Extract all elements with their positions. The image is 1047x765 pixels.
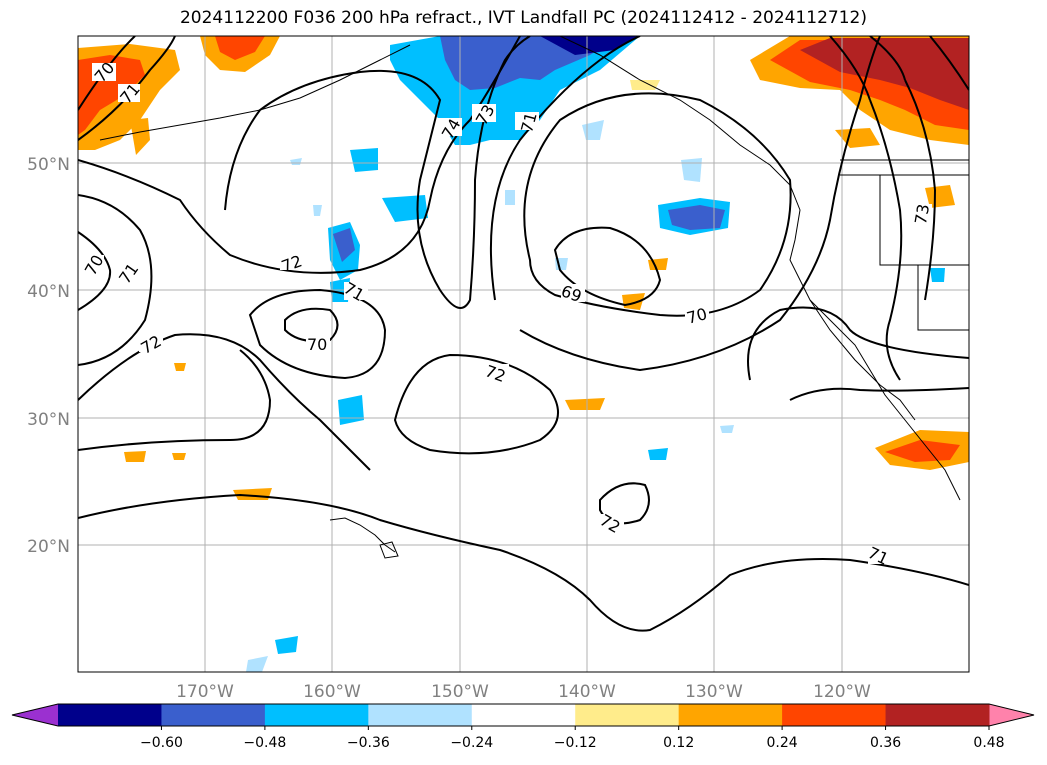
colorbar-segment bbox=[161, 704, 266, 726]
colorbar-segment bbox=[58, 704, 162, 726]
colorbar: −0.60 −0.48 −0.36 −0.24 −0.12 0.12 0.24 0.36 0.4… bbox=[11, 703, 1035, 751]
contour-label: 70 bbox=[307, 335, 327, 354]
colorbar-segment bbox=[782, 704, 887, 726]
map-frame bbox=[77, 35, 970, 673]
colorbar-segment bbox=[575, 704, 680, 726]
lon-label-140w: 140°W bbox=[558, 682, 616, 702]
colorbar-tick-label: −0.36 bbox=[347, 735, 390, 751]
lat-label-20n: 20°N bbox=[27, 537, 70, 557]
lat-label-50n: 50°N bbox=[27, 155, 70, 175]
colorbar-right-extension bbox=[989, 704, 1034, 726]
coastlines bbox=[99, 36, 969, 559]
graticule bbox=[78, 36, 969, 672]
colorbar-tick-label: −0.12 bbox=[554, 735, 597, 751]
contour-label: 71 bbox=[517, 110, 541, 135]
colorbar-tick-label: 0.36 bbox=[870, 735, 901, 751]
colorbar-segments bbox=[58, 704, 990, 726]
map-area bbox=[78, 36, 969, 672]
colorbar-tick-label: 0.48 bbox=[973, 735, 1004, 751]
colorbar-ticks: −0.60 −0.48 −0.36 −0.24 −0.12 0.12 0.24 0.36 0.4… bbox=[140, 726, 1005, 751]
negative-anomaly-shading bbox=[246, 36, 945, 672]
colorbar-tick-label: 0.12 bbox=[663, 735, 694, 751]
contour-label: 73 bbox=[911, 203, 933, 226]
contour-label: 70 bbox=[685, 304, 710, 328]
lon-label-160w: 160°W bbox=[303, 682, 361, 702]
colorbar-segment bbox=[471, 704, 576, 726]
map-title: 2024112200 F036 200 hPa refract., IVT La… bbox=[179, 8, 867, 28]
colorbar-tick-label: −0.24 bbox=[450, 735, 493, 751]
lon-label-120w: 120°W bbox=[813, 682, 871, 702]
colorbar-segment bbox=[885, 704, 990, 726]
colorbar-segment bbox=[678, 704, 783, 726]
lon-label-130w: 130°W bbox=[685, 682, 743, 702]
lon-label-170w: 170°W bbox=[176, 682, 234, 702]
lat-label-40n: 40°N bbox=[27, 282, 70, 302]
colorbar-tick-label: −0.60 bbox=[140, 735, 183, 751]
lon-label-150w: 150°W bbox=[431, 682, 489, 702]
longitude-labels: 170°W 160°W 150°W 140°W 130°W 120°W bbox=[176, 682, 871, 702]
lat-label-30n: 30°N bbox=[27, 410, 70, 430]
map-content: 70 71 70 71 72 71 70 72 74 73 71 69 70 bbox=[78, 36, 969, 672]
colorbar-tick-label: 0.24 bbox=[767, 735, 798, 751]
colorbar-outline bbox=[11, 703, 1035, 727]
colorbar-left-extension bbox=[12, 704, 58, 726]
colorbar-tick-label: −0.48 bbox=[243, 735, 286, 751]
colorbar-segment bbox=[264, 704, 369, 726]
colorbar-segment bbox=[368, 704, 473, 726]
latitude-labels: 50°N 40°N 30°N 20°N bbox=[27, 155, 70, 557]
